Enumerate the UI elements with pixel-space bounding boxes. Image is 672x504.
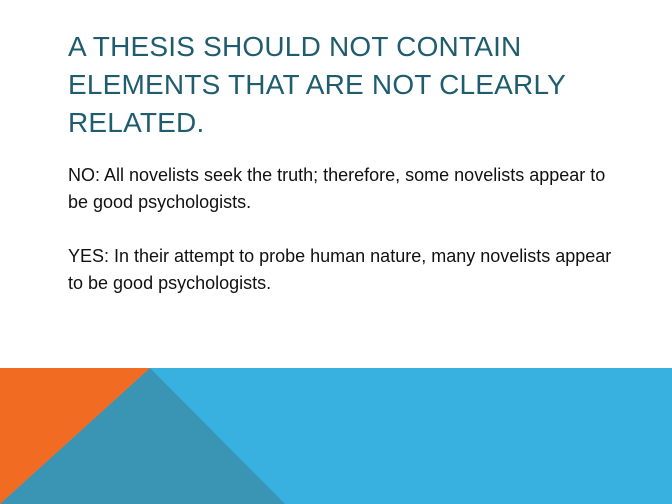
- no-example-paragraph: NO: All novelists seek the truth; theref…: [68, 165, 606, 212]
- yes-example-paragraph: YES: In their attempt to probe human nat…: [68, 246, 612, 293]
- teal-triangle: [0, 368, 285, 504]
- decorative-footer-shapes: [0, 368, 672, 504]
- orange-triangle: [0, 368, 150, 504]
- slide-body: NO: All novelists seek the truth; theref…: [68, 162, 628, 324]
- slide-title: A thesis should not contain elements tha…: [68, 31, 566, 138]
